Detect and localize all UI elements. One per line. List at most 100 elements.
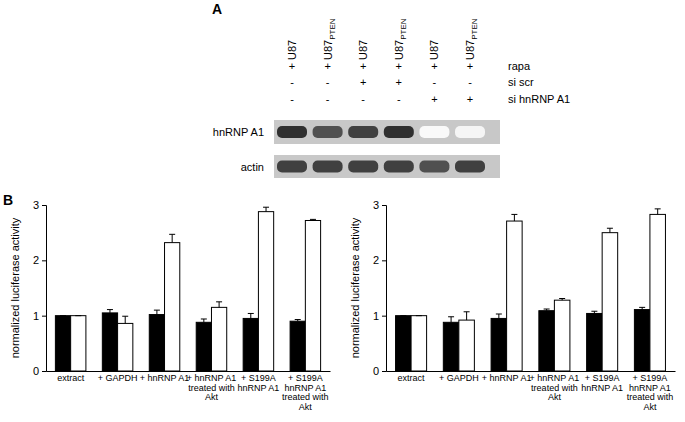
y-tick-mark bbox=[42, 371, 46, 372]
treatment-sign: - bbox=[290, 93, 294, 105]
bar bbox=[305, 220, 320, 371]
x-tick-label: + hnRNP A1 bbox=[482, 373, 532, 383]
bar bbox=[211, 307, 226, 371]
y-tick: 2 bbox=[373, 254, 386, 266]
treatment-label: rapa bbox=[508, 60, 531, 72]
treatment-sign: + bbox=[360, 76, 366, 88]
x-tick-label: extract bbox=[398, 373, 426, 383]
error-bar bbox=[466, 312, 467, 320]
lane-label-text: U87 bbox=[322, 40, 334, 60]
x-tick-label-line: hnRNP A1 bbox=[629, 383, 671, 393]
blot-band bbox=[419, 126, 449, 138]
error-cap bbox=[400, 315, 406, 316]
y-axis: 0 1 2 3 bbox=[373, 199, 387, 377]
treatment-sign: - bbox=[326, 76, 330, 88]
treatment-label: si hnRNP A1 bbox=[508, 93, 570, 105]
y-tick-label: 1 bbox=[373, 310, 379, 322]
x-tick-label-line: hnRNP A1 bbox=[581, 383, 623, 393]
error-bar bbox=[498, 314, 499, 318]
error-cap bbox=[464, 311, 470, 312]
x-tick-label: + S199AhnRNP A1treated withAkt bbox=[627, 373, 674, 412]
treatment-sign: + bbox=[467, 93, 473, 105]
x-tick: + S199AhnRNP A1 bbox=[581, 373, 623, 393]
x-tick-label-line: + hnRNP A1 bbox=[530, 373, 580, 383]
y-tick: 1 bbox=[33, 310, 46, 322]
x-tick-label-line: Akt bbox=[643, 402, 657, 412]
error-cap bbox=[559, 298, 565, 299]
y-tick: 3 bbox=[33, 199, 46, 211]
error-bar bbox=[266, 207, 267, 211]
x-tick: + hnRNP A1treated withAkt bbox=[187, 373, 237, 402]
error-bar bbox=[657, 209, 658, 215]
lane-label-subscript: PTEN bbox=[470, 18, 479, 40]
x-axis: extract+ GAPDH+ hnRNP A1+ hnRNP A1treate… bbox=[387, 372, 676, 412]
y-tick-label: 0 bbox=[33, 365, 39, 377]
blot-band bbox=[277, 126, 307, 138]
y-tick-mark bbox=[42, 316, 46, 317]
x-tick-label-line: + S199A bbox=[633, 373, 668, 383]
x-tick: + GAPDH bbox=[439, 373, 479, 383]
treatment-sign: - bbox=[468, 76, 472, 88]
error-cap bbox=[216, 301, 222, 302]
y-tick: 0 bbox=[373, 365, 386, 377]
bar bbox=[71, 316, 86, 371]
x-tick-label: + hnRNP A1treated withAkt bbox=[530, 373, 580, 402]
error-bar bbox=[125, 316, 126, 323]
blot-band bbox=[455, 161, 485, 173]
panel-a: AU87U87PTENU87U87PTENU87U87PTEN++++++rap… bbox=[212, 1, 570, 178]
bar bbox=[55, 316, 70, 371]
x-tick: + hnRNP A1 bbox=[140, 373, 190, 383]
error-cap bbox=[154, 310, 160, 311]
error-cap bbox=[544, 309, 550, 310]
x-tick-label-line: Akt bbox=[548, 392, 562, 402]
y-tick-mark bbox=[382, 316, 386, 317]
treatment-sign: - bbox=[433, 76, 437, 88]
x-tick-label-line: + GAPDH bbox=[439, 373, 479, 383]
x-tick-label-line: treated with bbox=[188, 383, 235, 393]
x-tick-label: + S199AhnRNP A1 bbox=[581, 373, 623, 393]
x-tick-label-line: + S199A bbox=[585, 373, 620, 383]
y-axis-title: normalized luciferase activity bbox=[9, 217, 21, 358]
x-tick-label-line: hnRNP A1 bbox=[284, 383, 326, 393]
error-cap bbox=[511, 214, 517, 215]
bar-chart: 0123extract+ GAPDH+ hnRNP A1+ hnRNP A1tr… bbox=[349, 199, 676, 411]
bar bbox=[411, 316, 427, 371]
x-tick-label-line: treated with bbox=[531, 383, 578, 393]
treatment-sign: + bbox=[396, 60, 402, 72]
bar bbox=[650, 214, 666, 371]
y-tick-mark bbox=[42, 205, 46, 206]
error-bar bbox=[156, 310, 157, 314]
blot-band bbox=[455, 126, 485, 138]
bar bbox=[602, 233, 618, 371]
x-tick-label-line: + S199A bbox=[288, 373, 323, 383]
error-cap bbox=[591, 311, 597, 312]
x-tick-label: + GAPDH bbox=[439, 373, 479, 383]
x-tick-label: + S199AhnRNP A1 bbox=[237, 373, 279, 393]
error-bar bbox=[609, 228, 610, 232]
x-tick: extract bbox=[57, 373, 85, 383]
x-axis-line bbox=[387, 371, 676, 372]
x-tick-label: + hnRNP A1 bbox=[140, 373, 190, 383]
bar bbox=[459, 320, 475, 371]
error-cap bbox=[639, 307, 645, 308]
x-tick: + S199AhnRNP A1 bbox=[237, 373, 279, 393]
error-cap bbox=[655, 208, 661, 209]
x-tick-label: + GAPDH bbox=[98, 373, 138, 383]
treatment-sign: - bbox=[326, 93, 330, 105]
x-tick-label-line: + hnRNP A1 bbox=[482, 373, 532, 383]
error-cap bbox=[263, 207, 269, 208]
lane-label: U87 bbox=[357, 40, 369, 60]
lane-label-text: U87 bbox=[286, 40, 298, 60]
error-cap bbox=[248, 313, 254, 314]
x-tick-label-line: Akt bbox=[299, 402, 313, 412]
y-tick-label: 2 bbox=[33, 254, 39, 266]
treatment-sign: + bbox=[324, 60, 330, 72]
lane-label-text: U87 bbox=[393, 40, 405, 60]
blot-band bbox=[419, 161, 449, 173]
error-cap bbox=[75, 315, 81, 316]
x-tick-label-line: Akt bbox=[205, 392, 219, 402]
y-tick: 1 bbox=[373, 310, 386, 322]
blot-band bbox=[277, 161, 307, 173]
y-tick: 3 bbox=[373, 199, 386, 211]
blot-background bbox=[274, 155, 500, 178]
